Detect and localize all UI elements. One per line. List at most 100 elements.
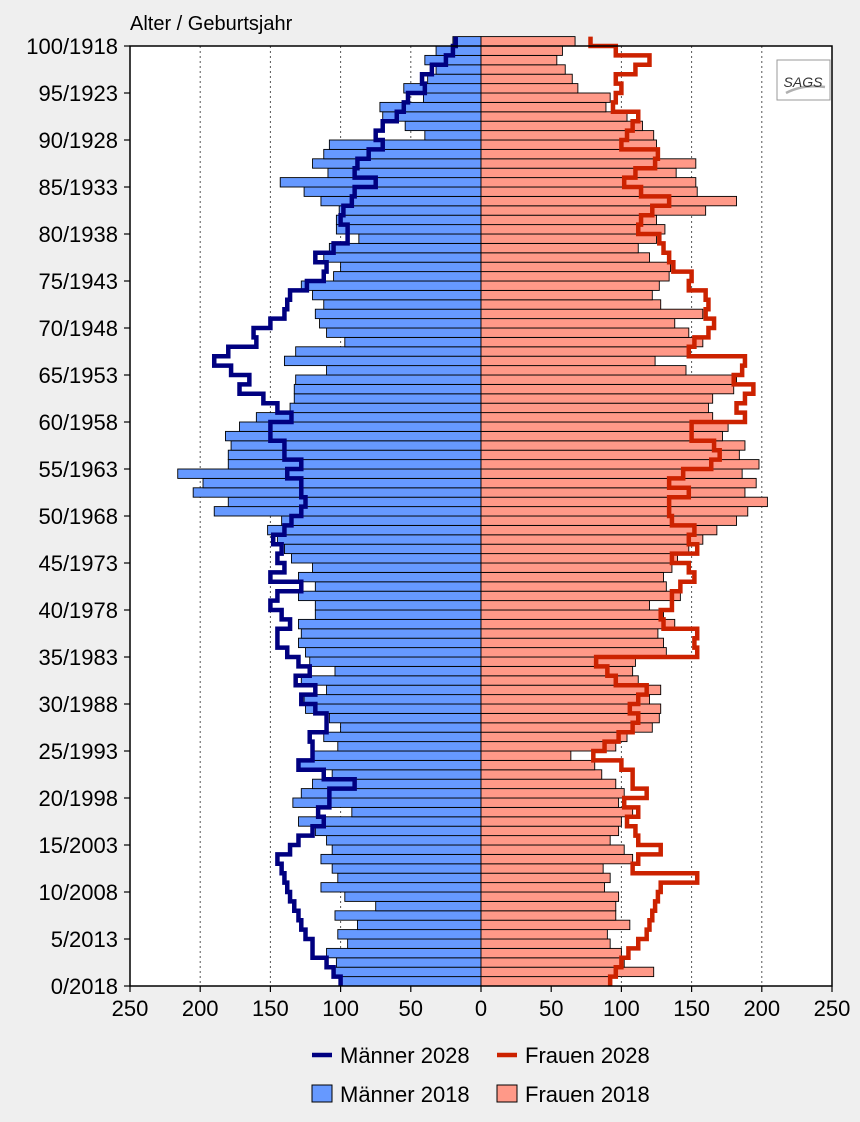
bar-men-2018-age-74: [300, 280, 482, 291]
bar-women-2018-age-14: [480, 844, 625, 855]
bar-men-2018-age-39: [314, 609, 482, 620]
bar-men-2018-age-50: [213, 506, 482, 517]
line-men-2028: [211, 36, 458, 986]
bar-men-2018-age-1: [333, 966, 482, 978]
bar-men-2018-age-27: [340, 722, 482, 733]
bar-women-2018-age-50: [480, 506, 749, 517]
bar-men-2018-age-44: [312, 562, 482, 573]
bar-men-2018-age-32: [300, 675, 482, 686]
bar-women-2018-age-9: [480, 891, 620, 902]
bar-women-2018-age-64: [480, 374, 737, 385]
bar-women-2018-age-93: [480, 101, 607, 113]
bar-men-2018-age-33: [334, 665, 482, 677]
bar-men-2018-age-49: [281, 515, 482, 526]
bar-men-2018-age-2: [335, 957, 482, 968]
x-axis-ticks: 250 200 150 100 50 0 50 100 150 200 250: [112, 986, 851, 1021]
bar-men-2018-age-62: [293, 393, 482, 404]
bar-men-2018-age-12: [331, 863, 482, 874]
bar-men-2018-age-45: [291, 553, 482, 564]
bar-women-2018-age-94: [480, 92, 611, 103]
bar-men-2018-age-11: [337, 872, 482, 884]
bar-men-2018-age-13: [320, 853, 482, 865]
bar-women-2018-age-52: [480, 487, 746, 498]
bar-men-2018-age-87: [312, 158, 482, 169]
bar-men-2018-age-64: [295, 374, 482, 385]
bar-men-2018-age-89: [328, 139, 482, 150]
bar-men-2018-age-66: [283, 355, 482, 367]
bar-men-2018-age-75: [333, 271, 482, 282]
x-tick-label-7: 100: [603, 996, 640, 1021]
x-tick-label-5: 0: [475, 996, 487, 1021]
bar-women-2018-age-78: [480, 242, 639, 254]
bar-women-2018-age-20: [480, 788, 625, 799]
bar-women-2018-age-65: [480, 365, 687, 376]
bar-men-2018-age-16: [314, 825, 482, 837]
legend-swatch-3: [496, 1084, 518, 1103]
bar-women-2018-age-69: [480, 327, 690, 338]
bar-women-2018-age-62: [480, 393, 714, 404]
y-tick-label-4: 20/1998: [38, 786, 118, 811]
bar-women-2018-age-87: [480, 158, 697, 169]
y-tick-label-10: 50/1968: [38, 504, 118, 529]
bar-men-2018-age-58: [225, 430, 482, 442]
bar-women-2018-age-49: [480, 515, 737, 526]
bar-men-2018-age-86: [327, 167, 482, 179]
x-tick-label-0: 250: [112, 996, 149, 1021]
bar-women-2018-age-38: [480, 618, 676, 630]
y-tick-label-0: 0/2018: [51, 974, 118, 999]
bar-men-2018-age-80: [335, 224, 482, 235]
bar-women-2018-age-37: [480, 628, 659, 639]
y-tick-label-9: 45/1973: [38, 551, 118, 576]
y-tick-label-5: 25/1993: [38, 739, 118, 764]
line-women-2028: [588, 36, 756, 986]
x-tick-label-9: 200: [743, 996, 780, 1021]
bar-women-2018-age-71: [480, 308, 704, 320]
bar-men-2018-age-46: [283, 543, 482, 555]
bar-men-2018-age-29: [305, 703, 482, 714]
bar-women-2018-age-72: [480, 299, 662, 310]
bar-women-2018-age-95: [480, 83, 579, 94]
bar-women-2018-age-82: [480, 205, 707, 216]
lines-2028: [211, 36, 756, 986]
bar-men-2018-age-56: [227, 449, 482, 461]
bar-men-2018-age-38: [298, 618, 482, 630]
bar-women-2018-age-0: [480, 976, 613, 987]
bar-women-2018-age-44: [480, 562, 673, 573]
bar-women-2018-age-13: [480, 853, 634, 865]
y-axis-ticks: 0/2018 5/2013 10/2008 15/2003 20/1998 25/1993…: [26, 34, 130, 999]
bar-men-2018-age-26: [323, 731, 482, 743]
bar-men-2018-age-69: [326, 327, 482, 338]
bar-women-2018-age-5: [480, 929, 608, 940]
bar-men-2018-age-0: [340, 976, 482, 987]
y-tick-label-1: 5/2013: [51, 927, 118, 952]
bar-men-2018-age-78: [328, 242, 482, 254]
bar-men-2018-age-48: [267, 524, 482, 536]
bar-men-2018-age-85: [279, 177, 482, 188]
bar-women-2018-age-41: [480, 590, 681, 602]
bar-women-2018-age-70: [480, 318, 676, 329]
bar-women-2018-age-98: [480, 54, 558, 66]
y-tick-label-14: 70/1948: [38, 316, 118, 341]
bar-men-2018-age-52: [192, 487, 482, 498]
y-tick-label-20: 100/1918: [26, 34, 118, 59]
x-tick-label-2: 150: [252, 996, 289, 1021]
y-tick-label-19: 95/1923: [38, 81, 118, 106]
bar-men-2018-age-25: [337, 741, 482, 752]
bar-women-2018-age-81: [480, 214, 657, 226]
bar-men-2018-age-67: [295, 346, 482, 357]
bar-men-2018-age-6: [356, 919, 482, 931]
bar-women-2018-age-42: [480, 581, 667, 592]
bar-women-2018-age-56: [480, 449, 740, 461]
bar-men-2018-age-30: [303, 694, 482, 705]
x-tick-label-4: 50: [399, 996, 423, 1021]
y-tick-label-6: 30/1988: [38, 692, 118, 717]
bar-women-2018-age-46: [480, 543, 690, 555]
bar-women-2018-age-23: [480, 759, 596, 771]
bar-women-2018-age-36: [480, 637, 664, 649]
bar-women-2018-age-24: [480, 750, 572, 761]
bar-women-2018-age-61: [480, 402, 709, 414]
y-tick-label-8: 40/1978: [38, 598, 118, 623]
x-tick-label-10: 250: [814, 996, 851, 1021]
bar-women-2018-age-68: [480, 336, 704, 348]
legend-label-3: Frauen 2018: [525, 1082, 650, 1107]
